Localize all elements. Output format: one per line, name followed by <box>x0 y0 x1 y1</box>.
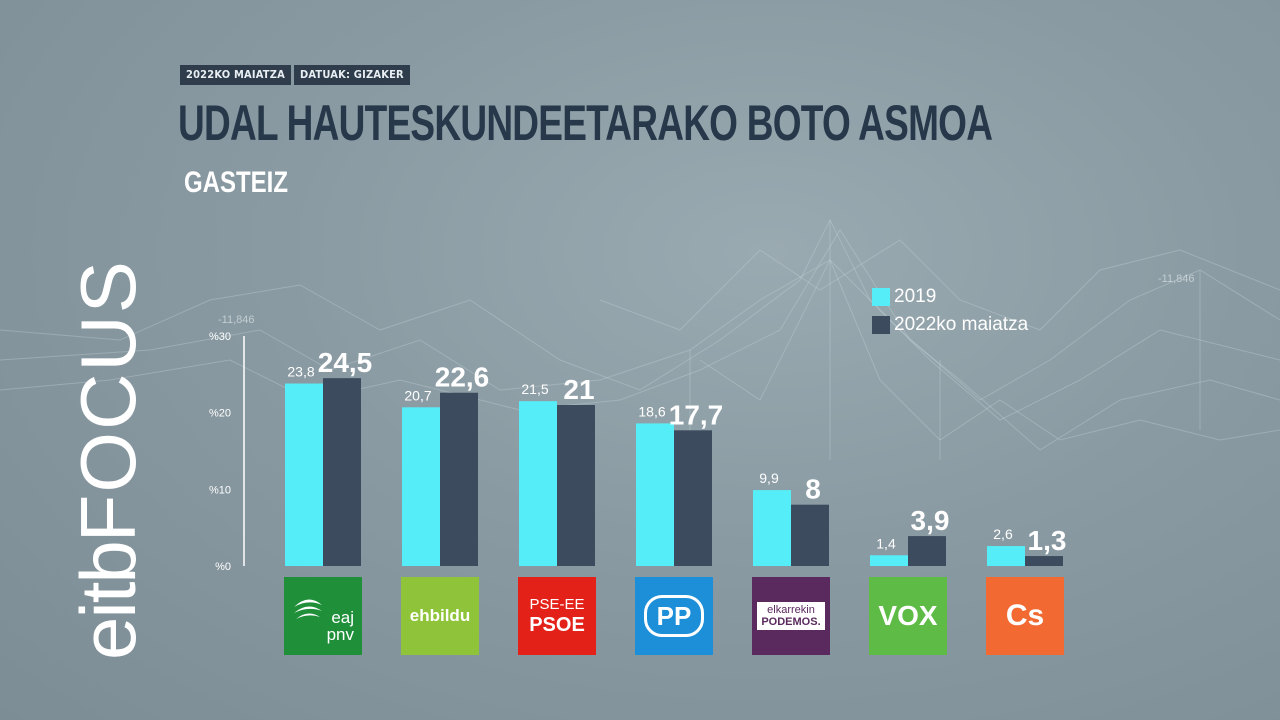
party-logo-vox: VOX <box>869 577 947 655</box>
bar-2022-1 <box>440 392 478 566</box>
legend-item-2019: 2019 <box>872 283 1028 311</box>
bar-2022-6 <box>1025 556 1063 566</box>
bar-2022-4 <box>791 504 829 566</box>
party-logo-cs: Cs <box>986 577 1064 655</box>
data-label-2019-0: 23,8 <box>287 364 314 380</box>
legend-swatch-2022 <box>872 316 890 334</box>
y-tick-label: %30 <box>209 331 231 343</box>
bar-2022-3 <box>674 430 712 566</box>
party-logo-pnv: eaj pnv <box>284 577 362 655</box>
podemos-logo-line1: elkarrekin <box>767 604 815 616</box>
bar-2019-3 <box>636 423 674 566</box>
y-tick-label: %10 <box>209 484 231 496</box>
bar-2022-0 <box>323 378 361 566</box>
bar-2022-5 <box>908 536 946 566</box>
data-label-2019-1: 20,7 <box>404 387 431 403</box>
pnv-logo-line2: pnv <box>326 625 354 644</box>
chart-title: UDAL HAUTESKUNDEETARAKO BOTO ASMOA <box>178 95 993 151</box>
data-label-2019-6: 2,6 <box>993 526 1013 542</box>
chart-subtitle: GASTEIZ <box>184 166 289 199</box>
data-label-2019-2: 21,5 <box>521 381 548 397</box>
vox-logo-text: VOX <box>878 600 938 631</box>
bar-2022-2 <box>557 405 595 566</box>
background-readout-left: -11,846 <box>218 314 255 326</box>
data-label-2022-3: 17,7 <box>669 399 724 430</box>
pnv-emblem-icon <box>294 599 322 619</box>
bar-2019-1 <box>402 407 440 566</box>
party-logo-ehbildu: ehbildu <box>401 577 479 655</box>
chart-legend: 2019 2022ko maiatza <box>872 283 1028 339</box>
bar-2019-4 <box>753 490 791 566</box>
legend-label-2022: 2022ko maiatza <box>894 314 1029 335</box>
data-label-2022-2: 21 <box>563 374 594 405</box>
podemos-logo-badge: elkarrekin PODEMOS. <box>757 602 825 630</box>
data-label-2019-5: 1,4 <box>876 535 896 551</box>
pp-logo-text: PP <box>656 600 692 631</box>
data-label-2019-4: 9,9 <box>759 470 779 486</box>
legend-item-2022: 2022ko maiatza <box>872 311 1028 339</box>
date-tag: 2022KO MAIATZA <box>180 65 291 85</box>
podemos-logo-line2: PODEMOS. <box>761 616 821 628</box>
bar-2019-0 <box>285 383 323 566</box>
party-logo-psoe: PSE-EE PSOE <box>518 577 596 655</box>
legend-swatch-2019 <box>872 288 890 306</box>
data-label-2022-1: 22,6 <box>435 362 490 393</box>
data-label-2022-0: 24,5 <box>318 347 373 378</box>
bar-2019-6 <box>987 546 1025 566</box>
bar-2019-2 <box>519 401 557 566</box>
legend-label-2019: 2019 <box>894 286 937 307</box>
background-readout-right: -11,846 <box>1158 273 1195 285</box>
data-label-2019-3: 18,6 <box>638 403 665 419</box>
data-label-2022-4: 8 <box>805 474 821 505</box>
y-tick-label: %20 <box>209 408 231 420</box>
pnv-logo-line1: eaj <box>331 608 354 627</box>
source-tag: DATUAK: GIZAKER <box>293 65 410 85</box>
party-logo-podemos: elkarrekin PODEMOS. <box>752 577 830 655</box>
pp-logo-badge: PP <box>644 595 704 637</box>
ehbildu-logo-text: ehbildu <box>409 606 471 625</box>
cs-logo-text: Cs <box>1005 599 1045 632</box>
bar-2019-5 <box>870 555 908 566</box>
meta-bar: 2022KO MAIATZA DATUAK: GIZAKER <box>180 65 410 85</box>
data-label-2022-6: 1,3 <box>1028 525 1067 556</box>
psoe-logo-line2: PSOE <box>529 614 585 636</box>
data-label-2022-5: 3,9 <box>911 505 950 536</box>
psoe-logo-line1: PSE-EE <box>529 596 585 613</box>
party-logo-pp: PP <box>635 577 713 655</box>
y-tick-label: %0 <box>215 561 231 573</box>
